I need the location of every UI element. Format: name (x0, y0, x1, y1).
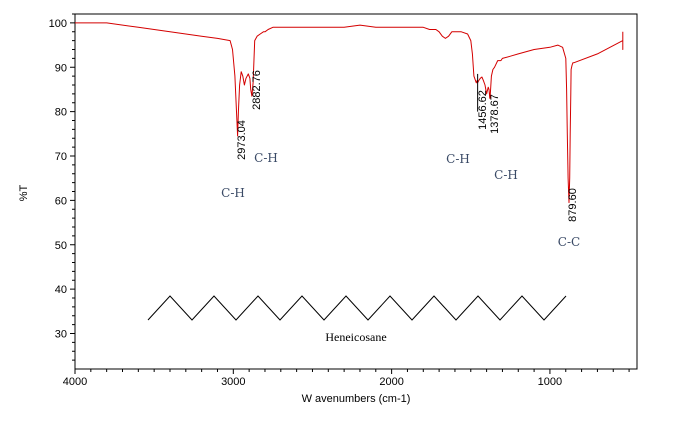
y-tick-label: 50 (55, 240, 67, 252)
molecule-name: Heneicosane (325, 330, 386, 344)
axes-group: 4000 3000 2000 1000 30 40 50 60 70 80 90 100 (49, 13, 630, 388)
bond-label: C-H (494, 168, 518, 182)
bond-label: C-H (254, 151, 278, 165)
peak-label: 2882.76 (251, 70, 263, 110)
y-tick-label: 90 (55, 62, 67, 74)
x-tick-label: 2000 (379, 376, 403, 388)
peak-label: 1456.62 (477, 90, 489, 130)
peak-label: 879.60 (567, 188, 579, 222)
bond-label: C-H (446, 152, 470, 166)
y-tick-label: 30 (55, 329, 67, 341)
y-tick-label: 40 (55, 284, 67, 296)
peak-label: 2973.04 (236, 120, 248, 160)
plot-area-frame (74, 13, 638, 370)
y-axis-label: %T (18, 184, 30, 201)
x-tick-label: 1000 (538, 376, 562, 388)
x-tick-label: 3000 (221, 376, 245, 388)
y-tick-label: 70 (55, 151, 67, 163)
peak-label: 1378.67 (489, 94, 501, 134)
bond-label: C-C (558, 235, 580, 249)
y-tick-label: 80 (55, 107, 67, 119)
x-tick-label: 4000 (63, 376, 87, 388)
spectrum-line (75, 22, 624, 204)
y-tick-label: 60 (55, 195, 67, 207)
y-tick-label: 100 (49, 18, 67, 30)
molecule-zigzag-structure (147, 295, 567, 321)
x-axis-label: W avenumbers (cm-1) (302, 393, 411, 405)
bond-label: C-H (221, 186, 245, 200)
